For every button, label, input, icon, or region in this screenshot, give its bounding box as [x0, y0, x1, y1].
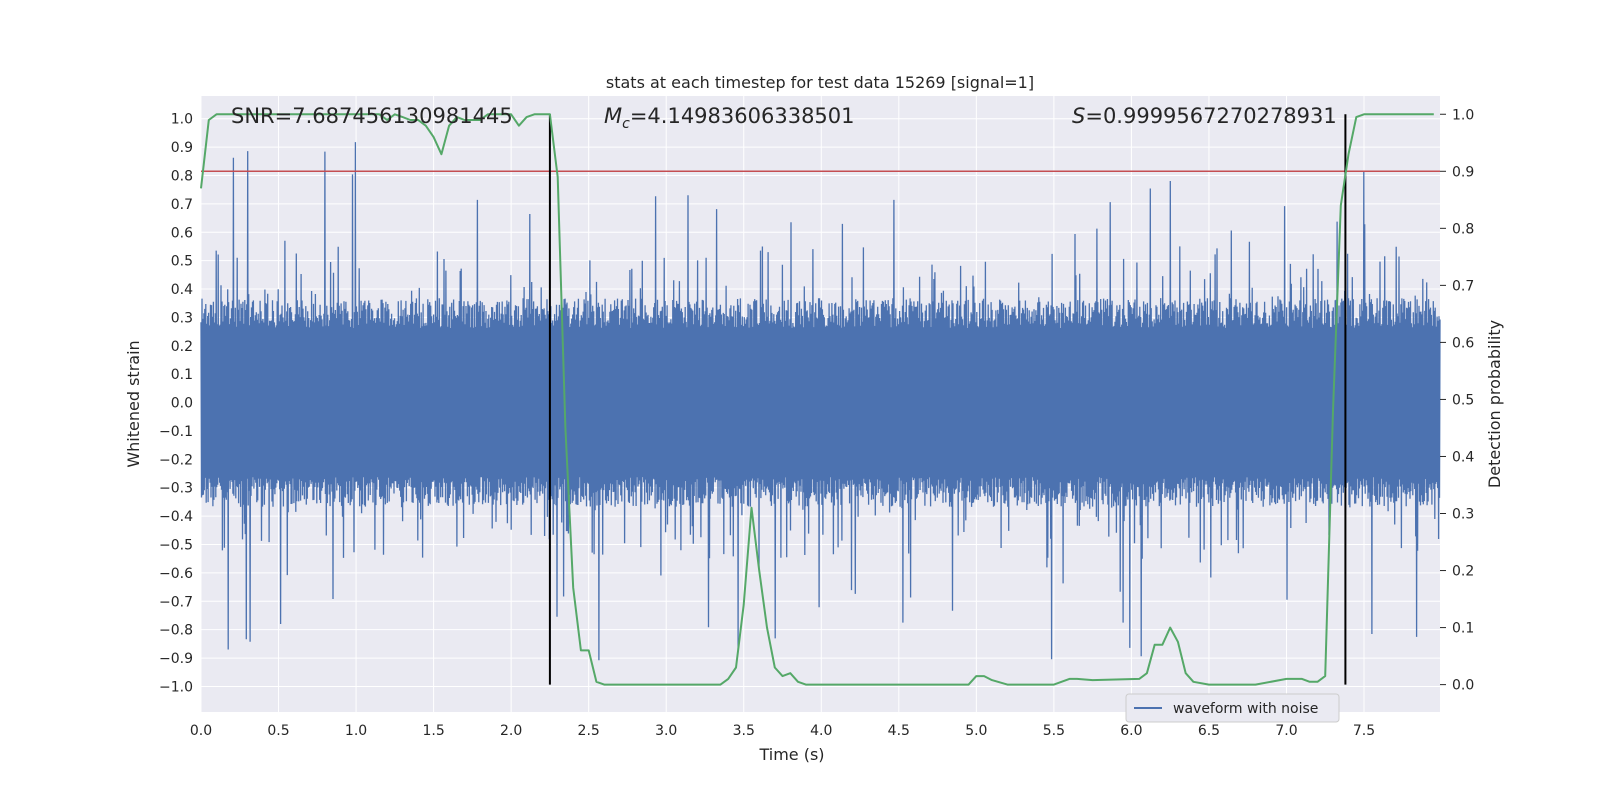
- y-tick-label: −0.8: [159, 623, 193, 639]
- snr-annotation: SNR=7.687456130981445: [231, 104, 513, 128]
- x-tick-label: 6.0: [1120, 723, 1142, 739]
- y-tick-label: −0.2: [159, 452, 193, 468]
- y-tick-label: 0.7: [171, 197, 193, 213]
- y2-tick-label: 0.0: [1452, 678, 1474, 694]
- y-tick-label: −0.9: [159, 651, 193, 667]
- y-tick-label: −0.6: [159, 566, 193, 582]
- y-tick-label: 0.4: [171, 282, 193, 298]
- x-tick-label: 2.0: [500, 723, 522, 739]
- y-tick-label: −0.1: [159, 424, 193, 440]
- chirp-mass-symbol: M: [604, 104, 622, 128]
- chirp-mass-annotation: Mc=4.14983606338501: [604, 104, 855, 132]
- y-tick-label: −1.0: [159, 679, 193, 695]
- score-annotation: S=0.9999567270278931: [1072, 104, 1337, 128]
- detection-probability-line: [200, 113, 1434, 686]
- x-tick-label: 3.5: [733, 723, 755, 739]
- noise-waveform: [200, 142, 1441, 661]
- x-tick-label: 6.5: [1198, 723, 1220, 739]
- y2-tick-label: 0.6: [1452, 335, 1474, 351]
- y2-axis-label: Detection probability: [1485, 320, 1504, 488]
- y2-ticks: 1.0 0.9 0.8 0.7 0.6 0.5 0.4 0.3 0.2 0.1 0.0: [1440, 107, 1474, 694]
- y-tick-label: 0.9: [171, 140, 193, 156]
- x-tick-label: 0.0: [190, 723, 212, 739]
- y2-tick-label: 0.3: [1452, 507, 1474, 523]
- y-tick-label: 0.0: [171, 396, 193, 412]
- x-tick-label: 2.5: [578, 723, 600, 739]
- chirp-mass-value: =4.14983606338501: [630, 104, 855, 128]
- y-tick-label: 0.6: [171, 225, 193, 241]
- y-tick-label: −0.4: [159, 509, 193, 525]
- y2-tick-label: 0.9: [1452, 164, 1474, 180]
- y2-tick-label: 0.8: [1452, 221, 1474, 237]
- legend-box: [1125, 693, 1340, 723]
- y-tick-label: 1.0: [171, 112, 193, 128]
- x-tick-label: 4.0: [810, 723, 832, 739]
- y-tick-label: 0.3: [171, 310, 193, 326]
- x-tick-label: 7.5: [1353, 723, 1375, 739]
- y-ticks: 1.0 0.9 0.8 0.7 0.6 0.5 0.4 0.3 0.2 0.1 0.0 −0.1 −0.…: [159, 112, 193, 696]
- score-symbol: S: [1072, 104, 1085, 128]
- y-tick-label: 0.5: [171, 254, 193, 270]
- chirp-mass-subscript: c: [622, 116, 630, 132]
- x-tick-label: 3.0: [655, 723, 677, 739]
- x-tick-label: 5.0: [965, 723, 987, 739]
- y-axis-label: Whitened strain: [124, 340, 143, 467]
- x-tick-label: 5.5: [1043, 723, 1065, 739]
- x-tick-label: 4.5: [888, 723, 910, 739]
- y2-tick-label: 0.5: [1452, 392, 1474, 408]
- chart-title: stats at each timestep for test data 152…: [606, 73, 1034, 92]
- overlay-lines: [200, 113, 1440, 686]
- x-tick-label: 0.5: [267, 723, 289, 739]
- y-tick-label: 0.8: [171, 168, 193, 184]
- legend-label-waveform: waveform with noise: [1173, 701, 1318, 717]
- x-tick-label: 1.5: [422, 723, 444, 739]
- y2-tick-label: 0.7: [1452, 278, 1474, 294]
- y-tick-label: 0.1: [171, 367, 193, 383]
- y2-tick-label: 0.4: [1452, 449, 1474, 465]
- y2-tick-label: 0.1: [1452, 621, 1474, 637]
- y-tick-label: −0.3: [159, 481, 193, 497]
- y2-tick-label: 1.0: [1452, 107, 1474, 123]
- x-ticks: 0.0 0.5 1.0 1.5 2.0 2.5 3.0 3.5 4.0 4.5 5.0 5.5 6.0 6…: [190, 723, 1375, 739]
- y-tick-label: 0.2: [171, 339, 193, 355]
- legend: waveform with noise: [1125, 693, 1340, 723]
- waveform-with-noise-line: [200, 142, 1441, 661]
- y2-tick-label: 0.2: [1452, 564, 1474, 580]
- x-tick-label: 1.0: [345, 723, 367, 739]
- y-tick-label: −0.7: [159, 594, 193, 610]
- y-tick-label: −0.5: [159, 538, 193, 554]
- score-value: =0.9999567270278931: [1085, 104, 1336, 128]
- x-tick-label: 7.0: [1275, 723, 1297, 739]
- x-axis-label: Time (s): [758, 745, 824, 764]
